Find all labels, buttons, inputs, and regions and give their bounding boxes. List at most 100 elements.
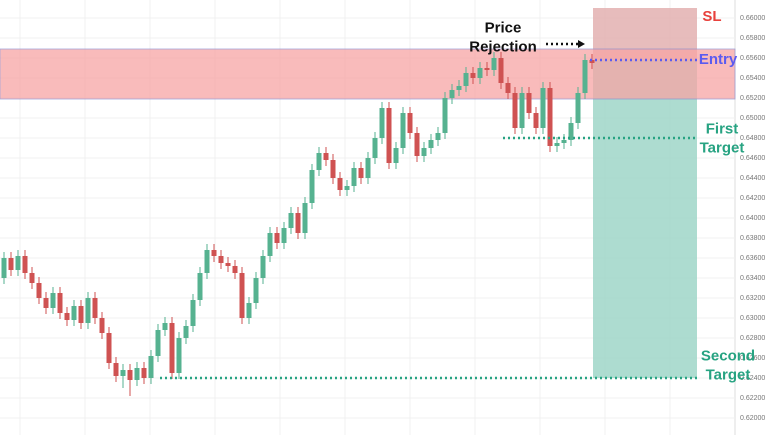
candle-body xyxy=(344,186,350,190)
candle-body xyxy=(491,58,497,70)
y-tick-label: 0.63400 xyxy=(740,275,765,282)
y-tick-label: 0.62400 xyxy=(740,375,765,382)
candle-body xyxy=(85,298,91,323)
sl-label: SL xyxy=(702,8,721,25)
candle-body xyxy=(232,266,238,273)
candle-body xyxy=(386,108,392,163)
candle-body xyxy=(211,250,217,256)
candle-body xyxy=(50,293,56,308)
candle-body xyxy=(498,58,504,83)
candle-body xyxy=(134,368,140,380)
candle-body xyxy=(183,326,189,338)
candle-body xyxy=(540,88,546,128)
y-tick-label: 0.64600 xyxy=(740,155,765,162)
candle-body xyxy=(421,148,427,156)
candle-body xyxy=(365,158,371,178)
candle-body xyxy=(561,140,567,143)
candle-body xyxy=(162,323,168,330)
candle-body xyxy=(288,213,294,228)
candle-body xyxy=(582,60,588,93)
candle-body xyxy=(449,90,455,98)
candle-body xyxy=(526,93,532,113)
candle-body xyxy=(225,263,231,266)
candle-body xyxy=(505,83,511,93)
candle-body xyxy=(547,88,553,146)
candle-body xyxy=(393,148,399,163)
candle-body xyxy=(477,68,483,78)
candle-body xyxy=(589,60,595,63)
y-tick-label: 0.63000 xyxy=(740,315,765,322)
candle-body xyxy=(316,153,322,170)
y-tick-label: 0.66000 xyxy=(740,15,765,22)
candle-body xyxy=(29,273,35,283)
profit-zone xyxy=(593,60,697,378)
candle-body xyxy=(435,133,441,140)
y-tick-label: 0.64800 xyxy=(740,135,765,142)
y-tick-label: 0.65200 xyxy=(740,95,765,102)
second-target-label: Target xyxy=(706,366,751,383)
y-tick-label: 0.65400 xyxy=(740,75,765,82)
candle-body xyxy=(575,93,581,123)
candle-body xyxy=(176,338,182,373)
candle-body xyxy=(267,233,273,256)
y-tick-label: 0.64200 xyxy=(740,195,765,202)
first-target-label: Target xyxy=(700,139,745,156)
candle-body xyxy=(330,160,336,178)
candle-body xyxy=(274,233,280,243)
candle-body xyxy=(470,73,476,78)
candle-body xyxy=(309,170,315,203)
y-tick-label: 0.64000 xyxy=(740,215,765,222)
candle-body xyxy=(246,303,252,318)
candle-body xyxy=(442,98,448,133)
y-tick-label: 0.62800 xyxy=(740,335,765,342)
candle-body xyxy=(36,283,42,298)
candle-body xyxy=(169,323,175,373)
candle-body xyxy=(8,258,14,270)
candle-body xyxy=(239,273,245,318)
y-tick-label: 0.65600 xyxy=(740,55,765,62)
candle-body xyxy=(351,168,357,186)
candle-body xyxy=(484,68,490,70)
rejection-label: Price xyxy=(485,19,522,36)
y-tick-label: 0.63800 xyxy=(740,235,765,242)
candle-body xyxy=(120,370,126,376)
candle-body xyxy=(512,93,518,128)
candle-body xyxy=(141,368,147,378)
y-tick-label: 0.63200 xyxy=(740,295,765,302)
y-tick-label: 0.65000 xyxy=(740,115,765,122)
candle-body xyxy=(15,256,21,270)
candle-body xyxy=(260,256,266,278)
candle-body xyxy=(568,123,574,140)
candle-body xyxy=(253,278,259,303)
candle-body xyxy=(428,140,434,148)
candle-body xyxy=(554,143,560,146)
y-tick-label: 0.63600 xyxy=(740,255,765,262)
candle-body xyxy=(155,330,161,356)
candle-body xyxy=(22,256,28,273)
candle-body xyxy=(57,293,63,313)
candle-body xyxy=(414,133,420,156)
candle-body xyxy=(99,318,105,333)
candle-body xyxy=(302,203,308,233)
candle-body xyxy=(358,168,364,178)
candle-body xyxy=(463,73,469,86)
candle-body xyxy=(106,333,112,363)
candle-body xyxy=(113,363,119,376)
y-tick-label: 0.62000 xyxy=(740,415,765,422)
candle-body xyxy=(1,258,7,278)
candle-body xyxy=(295,213,301,233)
candle-body xyxy=(407,113,413,133)
y-tick-label: 0.64400 xyxy=(740,175,765,182)
entry-label: Entry xyxy=(699,51,738,68)
candle-body xyxy=(64,313,70,320)
candle-body xyxy=(197,273,203,300)
candle-body xyxy=(379,108,385,138)
candle-body xyxy=(323,153,329,160)
candle-body xyxy=(456,86,462,90)
candle-body xyxy=(281,228,287,243)
candle-body xyxy=(372,138,378,158)
candle-body xyxy=(92,298,98,318)
resistance-zone xyxy=(0,48,736,100)
candle-body xyxy=(204,250,210,273)
